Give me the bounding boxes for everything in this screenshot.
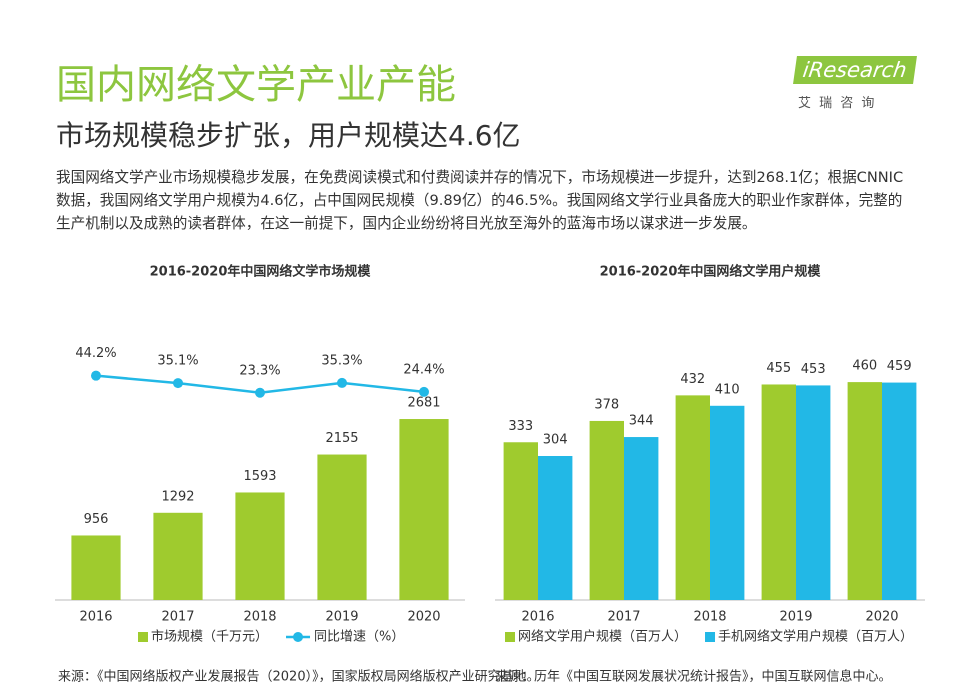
line-point xyxy=(337,377,347,388)
value-label: 304 xyxy=(543,433,568,448)
bar xyxy=(847,382,882,600)
slide-subtitle: 市场规模稳步扩张，用户规模达4.6亿 xyxy=(56,119,521,152)
bar xyxy=(538,456,573,600)
body-text: 我国网络文学产业市场规模稳步发展，在免费阅读模式和付费阅读并存的情况下，市场规模… xyxy=(56,169,904,232)
value-label: 378 xyxy=(594,397,619,412)
value-label: 453 xyxy=(801,362,826,377)
line-point xyxy=(91,370,101,381)
value-label: 344 xyxy=(629,414,654,429)
bar xyxy=(882,382,917,600)
value-label: 410 xyxy=(715,382,740,397)
legend-label: 网络文学用户规模（百万人） xyxy=(518,629,687,645)
legend-swatch xyxy=(293,632,304,642)
value-label: 333 xyxy=(508,419,533,434)
x-tick-label: 2018 xyxy=(243,610,276,625)
value-label: 23.3% xyxy=(239,363,280,378)
legend-label: 同比增速（%） xyxy=(314,630,404,645)
bar xyxy=(503,442,538,600)
value-label: 24.4% xyxy=(403,362,444,377)
x-tick-label: 2017 xyxy=(161,610,194,625)
value-label: 2681 xyxy=(407,396,440,411)
x-tick-label: 2020 xyxy=(407,610,440,625)
bar xyxy=(624,437,659,600)
bar xyxy=(71,535,121,600)
chart-title: 2016-2020年中国网络文学市场规模 xyxy=(150,264,372,280)
source-note: 来源：《中国网络版权产业发展报告（2020）》，国家版权局网络版权产业研究基地。 xyxy=(58,669,540,685)
x-tick-label: 2016 xyxy=(521,610,554,625)
logo-subtitle: 艾 瑞 咨 询 xyxy=(798,96,877,111)
chart-title: 2016-2020年中国网络文学用户规模 xyxy=(600,264,822,280)
bar xyxy=(399,419,449,600)
line-point xyxy=(255,387,265,398)
x-tick-label: 2020 xyxy=(865,610,898,625)
bar xyxy=(153,512,203,600)
legend-label: 市场规模（千万元） xyxy=(151,629,268,645)
line-point xyxy=(173,378,183,389)
legend-label: 手机网络文学用户规模（百万人） xyxy=(718,629,913,645)
bar xyxy=(675,395,710,600)
value-label: 432 xyxy=(680,372,705,387)
x-tick-label: 2016 xyxy=(79,610,112,625)
value-label: 956 xyxy=(84,512,109,527)
x-tick-label: 2018 xyxy=(693,610,726,625)
value-label: 2155 xyxy=(325,431,358,446)
bar xyxy=(317,454,367,600)
x-tick-label: 2019 xyxy=(779,610,812,625)
value-label: 44.2% xyxy=(75,346,116,361)
legend-swatch xyxy=(505,632,515,642)
legend-swatch xyxy=(138,632,148,642)
line-point xyxy=(419,386,429,397)
bar xyxy=(761,384,796,600)
bar xyxy=(710,405,745,600)
value-label: 455 xyxy=(766,361,791,376)
value-label: 35.1% xyxy=(157,354,198,369)
value-label: 35.3% xyxy=(321,353,362,368)
bar xyxy=(796,385,831,600)
value-label: 459 xyxy=(887,359,912,374)
bar xyxy=(589,420,624,600)
x-tick-label: 2019 xyxy=(325,610,358,625)
value-label: 1292 xyxy=(161,489,194,504)
legend-swatch xyxy=(705,632,716,642)
source-note: 来源：历年《中国互联网发展状况统计报告》，中国互联网信息中心。 xyxy=(495,669,892,685)
x-tick-label: 2017 xyxy=(607,610,640,625)
value-label: 1593 xyxy=(243,469,276,484)
slide-title: 国内网络文学产业产能 xyxy=(56,62,456,108)
value-label: 460 xyxy=(852,359,877,374)
bar xyxy=(235,492,285,600)
